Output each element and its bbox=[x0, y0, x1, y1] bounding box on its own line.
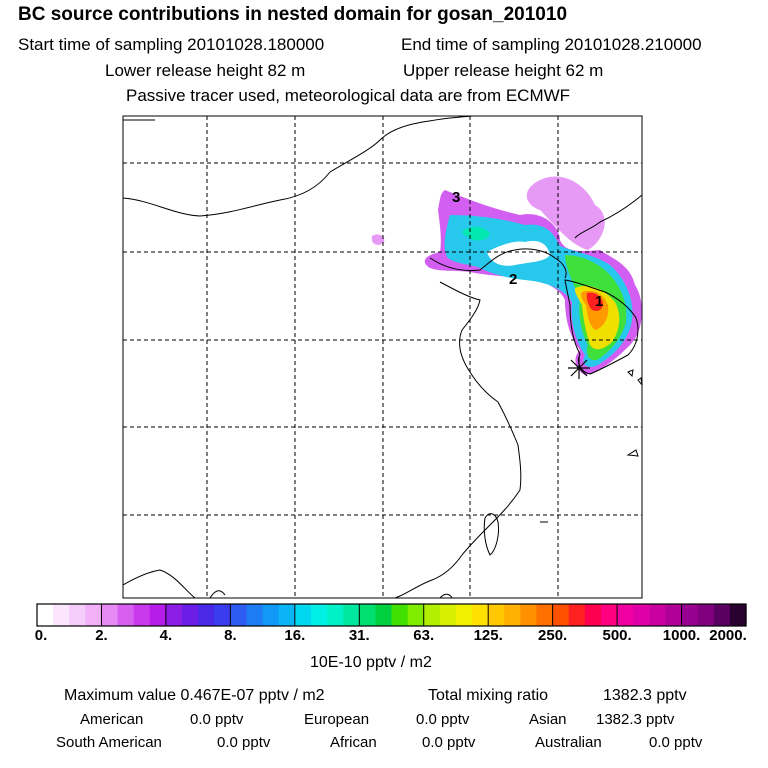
colorbar-tick-label: 125. bbox=[473, 627, 503, 644]
colorbar-tick-label: 500. bbox=[602, 627, 632, 644]
colorbar-cell bbox=[53, 604, 70, 626]
region-value-european: 0.0 pptv bbox=[416, 711, 470, 728]
colorbar-tick-label: 1000. bbox=[662, 627, 701, 644]
colorbar-cell bbox=[262, 604, 280, 626]
lat-lon-grid bbox=[123, 116, 642, 598]
colorbar-cell bbox=[584, 604, 602, 626]
tracer-note: Passive tracer used, meteorological data… bbox=[126, 86, 571, 105]
colorbar-cell bbox=[568, 604, 586, 626]
colorbar-cell bbox=[600, 604, 618, 626]
colorbar-cell bbox=[359, 604, 376, 626]
colorbar-frame bbox=[36, 603, 747, 627]
colorbar-tick-label: 250. bbox=[538, 627, 568, 644]
plot-title: BC source contributions in nested domain… bbox=[18, 4, 568, 25]
colorbar-cell bbox=[69, 604, 86, 626]
end-time-label: End time of sampling 20101028.210000 bbox=[401, 35, 702, 54]
colorbar-cell bbox=[729, 604, 747, 626]
colorbar-cell bbox=[149, 604, 167, 626]
colorbar-cell bbox=[214, 604, 231, 626]
upper-release-label: Upper release height 62 m bbox=[403, 61, 604, 80]
region-name-australian: Australian bbox=[535, 734, 602, 751]
colorbar-cell bbox=[423, 604, 441, 626]
colorbar-cell bbox=[439, 604, 457, 626]
colorbar-cell bbox=[520, 604, 538, 626]
colorbar-tick-label: 2. bbox=[95, 627, 108, 644]
colorbar-cell bbox=[488, 604, 505, 626]
colorbar-unit: 10E-10 pptv / m2 bbox=[310, 654, 432, 671]
colorbar-cell bbox=[117, 604, 135, 626]
colorbar-tick-label: 0. bbox=[34, 627, 48, 644]
colorbar-tick-label: 2000. bbox=[709, 627, 747, 644]
colorbar-cell bbox=[617, 604, 634, 626]
colorbar-cell bbox=[649, 604, 667, 626]
colorbar-cell bbox=[536, 604, 554, 626]
colorbar-cell bbox=[246, 604, 264, 626]
colorbar-ticks bbox=[100, 604, 683, 626]
colorbar-cell bbox=[391, 604, 409, 626]
colorbar-cell bbox=[375, 604, 393, 626]
colorbar-cell bbox=[697, 604, 715, 626]
colorbar-cell bbox=[665, 604, 683, 626]
colorbar-cell bbox=[310, 604, 328, 626]
colorbar-cell bbox=[230, 604, 248, 626]
region-name-american: American bbox=[80, 711, 144, 728]
colorbar-tick-label: 16. bbox=[284, 627, 306, 644]
region-value-african: 0.0 pptv bbox=[422, 734, 476, 751]
total-mixing-value: 1382.3 pptv bbox=[603, 687, 687, 704]
colorbar-cell bbox=[504, 604, 522, 626]
colorbar-tick-label: 8. bbox=[224, 627, 237, 644]
colorbar-cell bbox=[455, 604, 473, 626]
colorbar-tick-label: 4. bbox=[159, 627, 173, 644]
start-time-label: Start time of sampling 20101028.180000 bbox=[18, 35, 325, 54]
receptor-marker-icon bbox=[568, 357, 590, 379]
colorbar-cell bbox=[37, 604, 54, 626]
colorbar-cell bbox=[552, 604, 570, 626]
colorbar-cell bbox=[294, 604, 312, 626]
colorbar-cell bbox=[343, 604, 360, 626]
region-value-south-american: 0.0 pptv bbox=[217, 734, 271, 751]
colorbar-tick-label: 63. bbox=[413, 627, 435, 644]
map-label-1: 1 bbox=[595, 293, 603, 310]
region-name-south-american: South American bbox=[56, 734, 162, 751]
coastline bbox=[123, 116, 642, 598]
colorbar-cell bbox=[681, 604, 699, 626]
region-value-australian: 0.0 pptv bbox=[649, 734, 703, 751]
colorbar-cell bbox=[278, 604, 296, 626]
lower-release-label: Lower release height 82 m bbox=[105, 61, 306, 80]
map-frame bbox=[122, 115, 643, 599]
colorbar-cell bbox=[165, 604, 183, 626]
colorbar-cell bbox=[198, 604, 215, 626]
max-value: Maximum value 0.467E-07 pptv / m2 bbox=[64, 687, 325, 704]
colorbar-cell bbox=[407, 604, 425, 626]
map-label-3: 3 bbox=[452, 189, 460, 206]
colorbar-tick-label: 31. bbox=[348, 627, 370, 644]
colorbar-cell bbox=[713, 604, 731, 626]
colorbar-cell bbox=[182, 604, 199, 626]
total-mixing-label: Total mixing ratio bbox=[428, 687, 549, 704]
concentration-plume bbox=[371, 176, 642, 375]
region-name-european: European bbox=[304, 711, 370, 728]
colorbar bbox=[37, 604, 747, 626]
region-value-asian: 1382.3 pptv bbox=[596, 711, 675, 728]
colorbar-cell bbox=[101, 604, 119, 626]
region-name-asian: Asian bbox=[529, 711, 567, 728]
colorbar-cell bbox=[472, 604, 489, 626]
region-name-african: African bbox=[330, 734, 377, 751]
colorbar-cell bbox=[133, 604, 151, 626]
colorbar-cell bbox=[633, 604, 650, 626]
map-label-2: 2 bbox=[509, 271, 517, 288]
colorbar-cell bbox=[327, 604, 344, 626]
colorbar-cell bbox=[85, 604, 103, 626]
region-value-american: 0.0 pptv bbox=[190, 711, 244, 728]
